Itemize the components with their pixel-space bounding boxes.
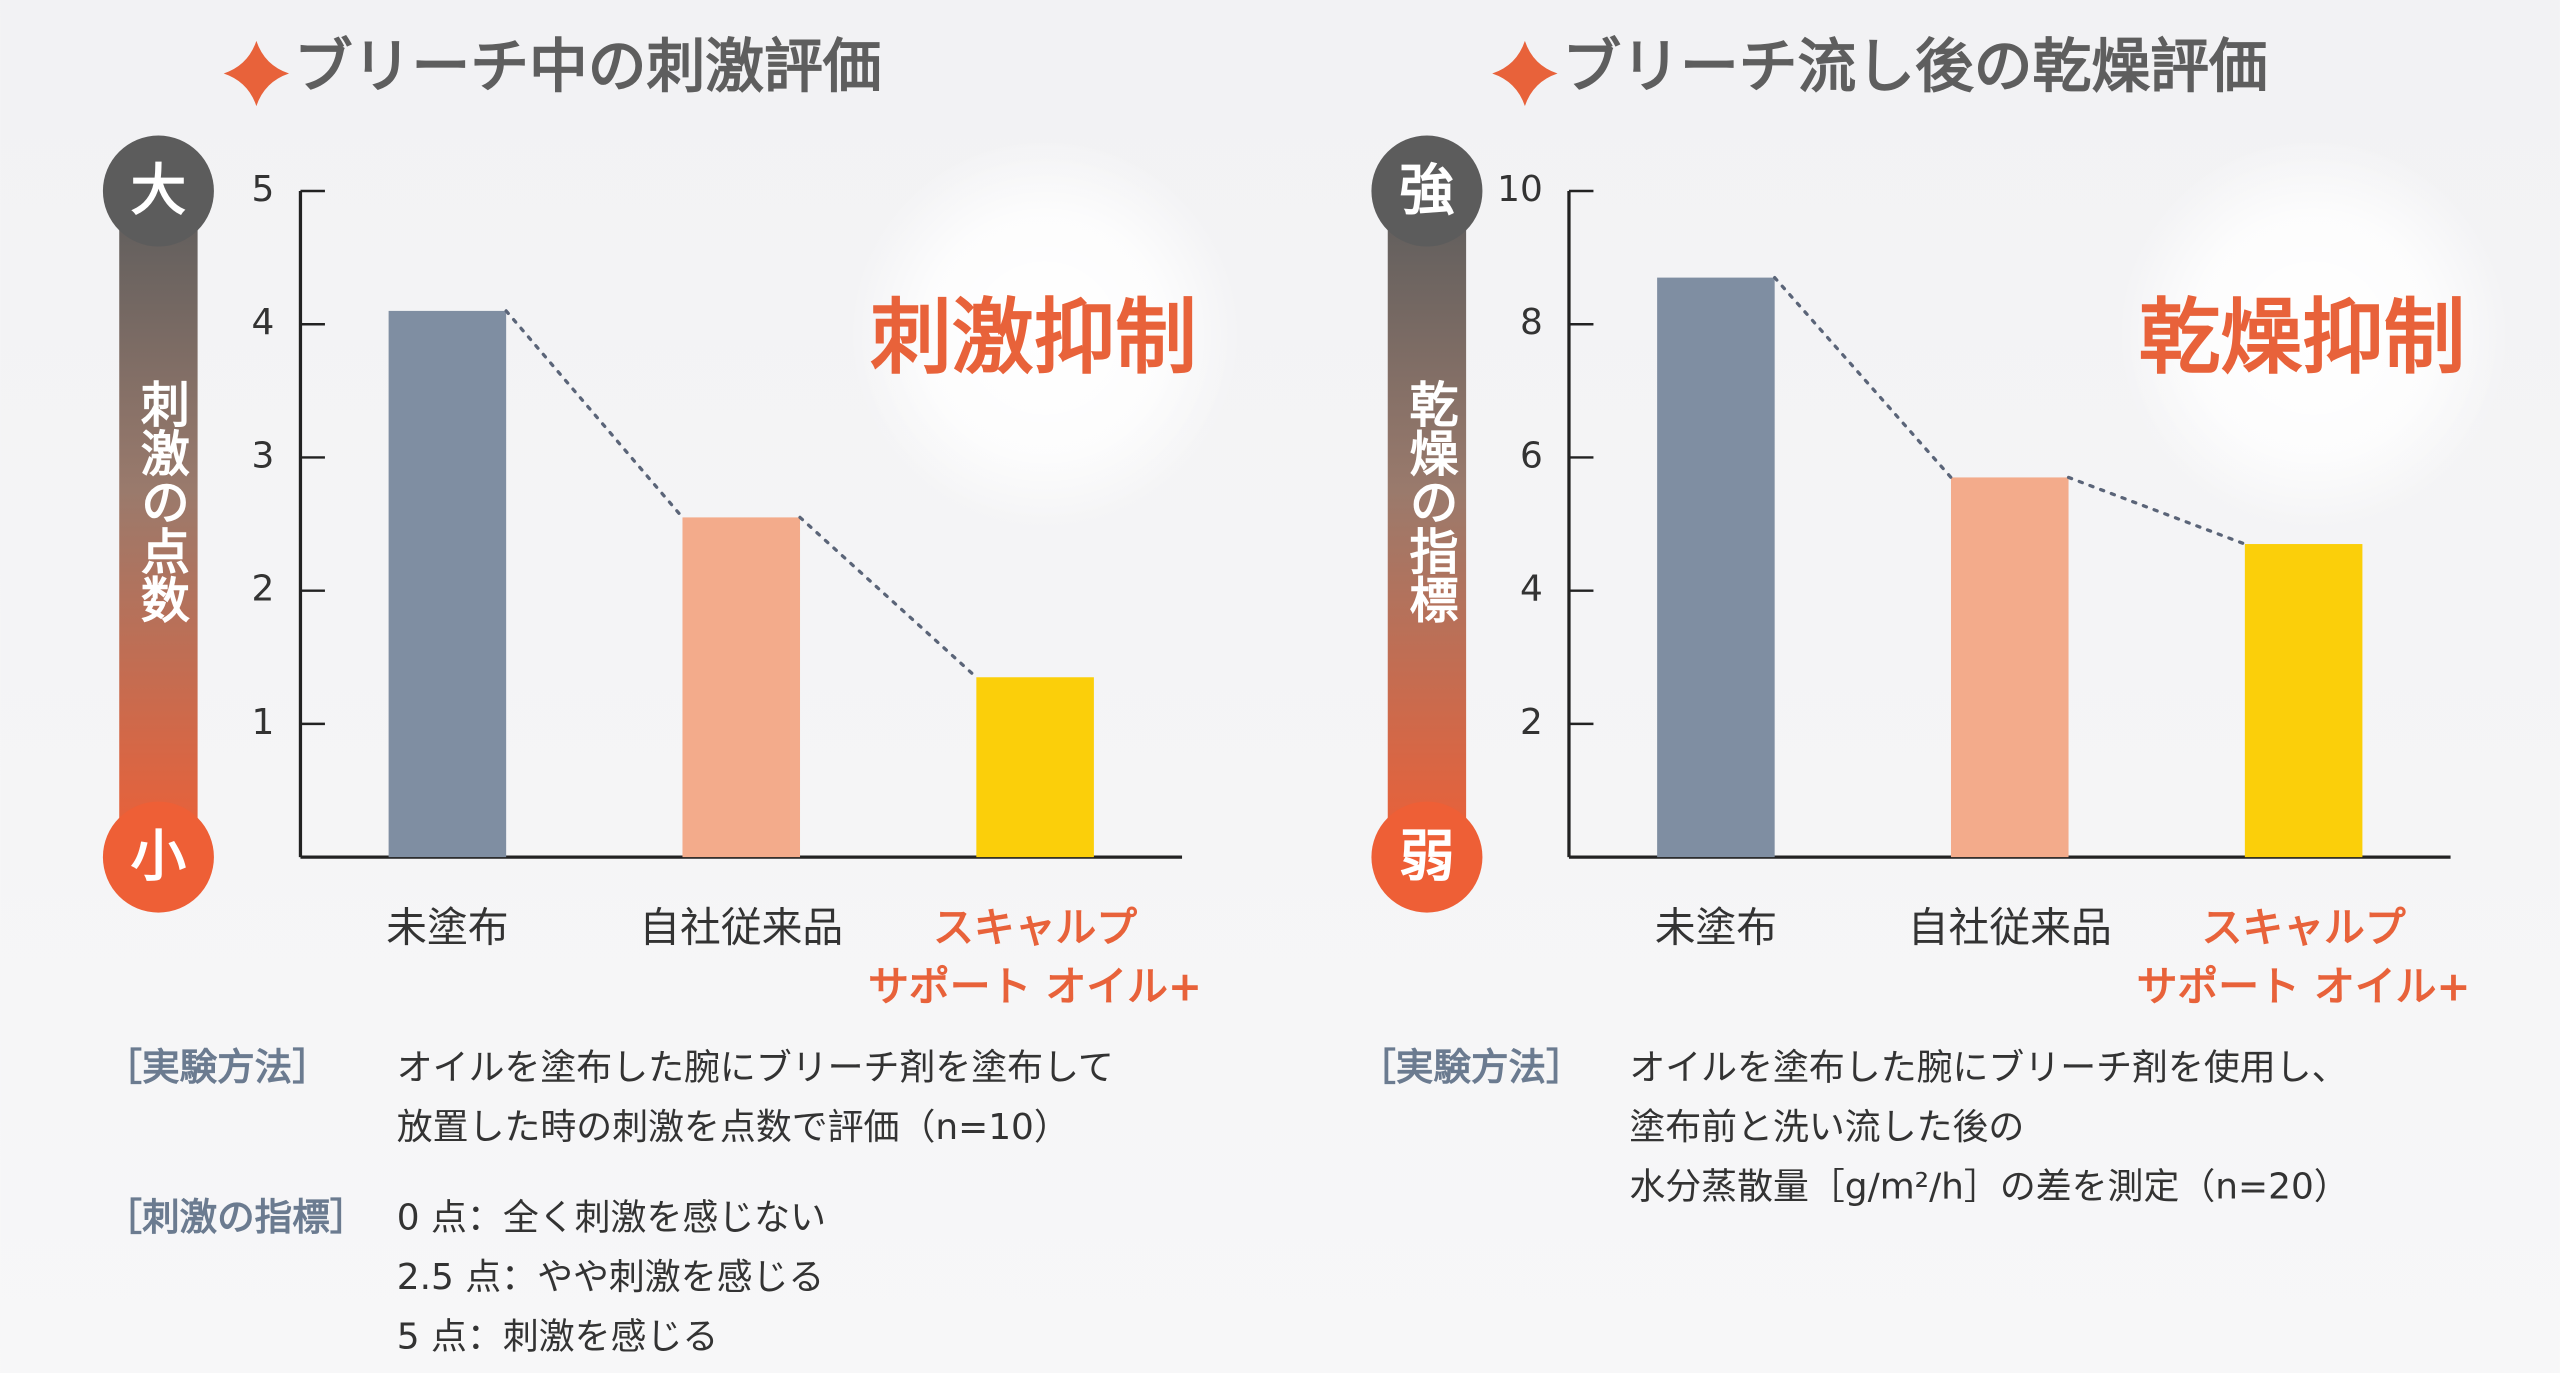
scale-label: 刺激の点数 bbox=[133, 379, 190, 624]
scale-top: 大 bbox=[131, 158, 187, 223]
y-tick-label: 4 bbox=[251, 302, 274, 343]
trend-connector bbox=[2066, 475, 2247, 546]
scale-bottom: 小 bbox=[131, 825, 187, 890]
scale-top-circle bbox=[1371, 135, 1483, 247]
annotation: 刺激抑制 bbox=[870, 290, 1196, 385]
y-tick-label: 8 bbox=[1520, 302, 1543, 343]
note-line: 放置した時の刺激を点数で評価（n=10） bbox=[397, 1107, 1070, 1148]
bar bbox=[682, 517, 801, 858]
chart-title: ブリーチ中の刺激評価 bbox=[294, 31, 882, 100]
bar bbox=[2244, 544, 2363, 858]
y-tick-label: 3 bbox=[251, 435, 274, 476]
note-line: 5 点：刺激を感じる bbox=[397, 1317, 719, 1358]
note-line: オイルを塗布した腕にブリーチ剤を塗布して bbox=[397, 1047, 1114, 1088]
title-star bbox=[223, 40, 290, 107]
x-tick-label: 未塗布 bbox=[386, 904, 508, 952]
x-tick-label: 未塗布 bbox=[1655, 904, 1777, 952]
note-line: 0 点：全く刺激を感じない bbox=[397, 1198, 826, 1239]
bar bbox=[388, 310, 507, 858]
scale-top-circle bbox=[102, 135, 214, 247]
scale-top: 強 bbox=[1399, 158, 1455, 223]
scale-label: 乾燥の指標 bbox=[1401, 379, 1458, 624]
bar bbox=[1657, 277, 1775, 858]
note-label: ［実験方法］ bbox=[105, 1045, 330, 1089]
y-tick-label: 10 bbox=[1497, 169, 1543, 210]
y-tick-label: 2 bbox=[1520, 702, 1543, 743]
y-tick-label: 2 bbox=[251, 569, 274, 610]
scale-bar bbox=[1387, 191, 1467, 858]
x-tick-label: スキャルプサポート オイル+ bbox=[2137, 904, 2471, 1011]
note-line: 2.5 点：やや刺激を感じる bbox=[397, 1257, 825, 1298]
x-tick-label: 自社従来品 bbox=[639, 904, 843, 952]
note-label: ［刺激の指標］ bbox=[105, 1195, 368, 1239]
annotation-glow bbox=[2117, 138, 2510, 531]
title-star bbox=[1492, 40, 1558, 107]
bar bbox=[976, 677, 1094, 858]
trend-connector bbox=[1773, 275, 1953, 480]
y-tick-label: 5 bbox=[251, 169, 274, 210]
trend-connector bbox=[798, 515, 978, 679]
y-tick-label: 4 bbox=[1520, 569, 1543, 610]
chart-title: ブリーチ流し後の乾燥評価 bbox=[1562, 31, 2267, 100]
note-line: 塗布前と洗い流した後の bbox=[1629, 1107, 2024, 1148]
note-line: オイルを塗布した腕にブリーチ剤を使用し、 bbox=[1629, 1047, 2347, 1088]
annotation-glow bbox=[848, 138, 1241, 531]
x-tick-label: スキャルプサポート オイル+ bbox=[868, 904, 1202, 1011]
trend-connector bbox=[504, 309, 685, 520]
bar bbox=[1950, 477, 2069, 858]
note-line: 水分蒸散量［g/m²/h］の差を測定（n=20） bbox=[1629, 1167, 2349, 1208]
note-label: ［実験方法］ bbox=[1358, 1045, 1583, 1089]
scale-bottom-circle bbox=[102, 801, 214, 913]
x-tick-label: 自社従来品 bbox=[1908, 904, 2112, 952]
y-tick-label: 6 bbox=[1520, 435, 1543, 476]
scale-bottom-circle bbox=[1371, 801, 1483, 913]
scale-bar bbox=[119, 191, 198, 858]
y-tick-label: 1 bbox=[251, 702, 274, 743]
scale-bottom: 弱 bbox=[1399, 825, 1455, 890]
annotation: 乾燥抑制 bbox=[2139, 290, 2465, 385]
